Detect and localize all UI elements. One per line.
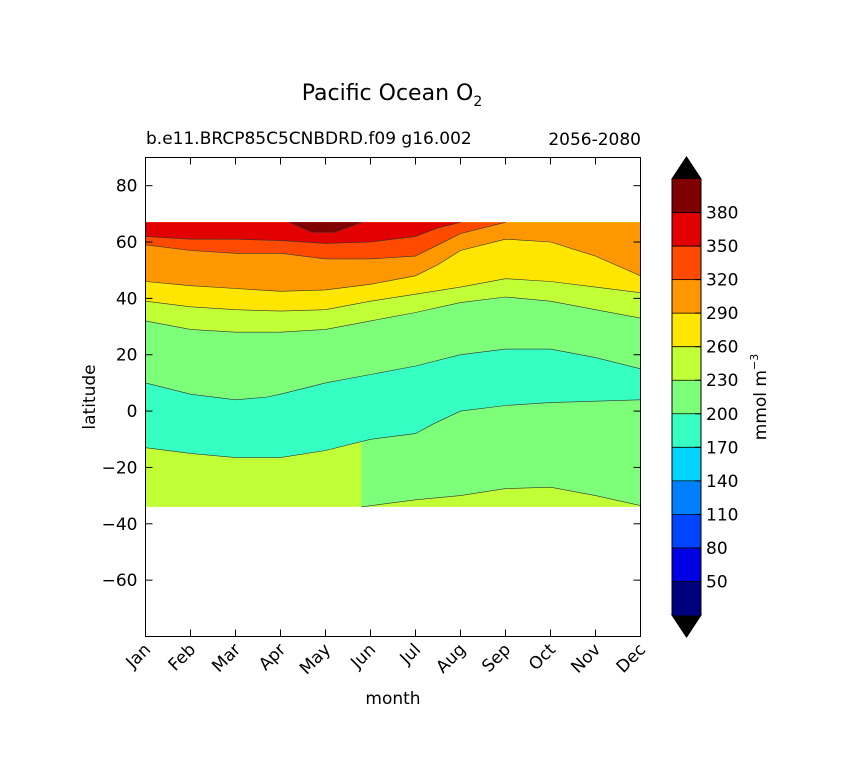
- colorbar-swatch: [672, 313, 701, 348]
- x-tick-label: Jul: [396, 640, 425, 669]
- contour-line-350-7: [145, 222, 461, 244]
- colorbar-swatch: [672, 547, 701, 582]
- x-axis-label: month: [365, 689, 420, 709]
- y-axis-label: latitude: [80, 364, 100, 429]
- colorbar-swatch: [672, 480, 701, 515]
- colorbar-tick-label: 260: [706, 338, 738, 358]
- contour-fills: [145, 222, 641, 507]
- y-tick-label: 20: [116, 346, 138, 366]
- y-axis-ticks: 80 60 40 20 0 −20 −40 −60: [102, 177, 641, 591]
- contour-lines: [145, 222, 641, 508]
- colorbar-swatch: [672, 346, 701, 381]
- colorbar-label: mmol m−3: [748, 354, 771, 440]
- y-tick-label: −40: [102, 515, 138, 535]
- x-tick-label: Apr: [255, 640, 290, 675]
- colorbar-tick-label: 50: [706, 572, 728, 592]
- y-tick-label: −20: [102, 458, 138, 478]
- contour-line-200-1: [145, 399, 641, 458]
- colorbar-swatch: [672, 279, 701, 314]
- y-tick-label: −60: [102, 571, 138, 591]
- x-tick-label: Jan: [122, 640, 155, 673]
- colorbar-tick-label: 290: [706, 304, 738, 324]
- plot-frame: [145, 157, 641, 637]
- contour-region-350-7: [145, 222, 461, 244]
- plot-area: 80 60 40 20 0 −20 −40 −60 Jan Feb Mar Apr May Jun Jul…: [102, 157, 650, 679]
- x-tick-label: Nov: [567, 640, 605, 678]
- contour-line-230-0: [361, 486, 641, 508]
- colorbar-tick-label: 350: [706, 237, 738, 257]
- x-tick-label: Sep: [478, 640, 515, 677]
- x-tick-label: Jun: [346, 640, 380, 674]
- colorbar: 50 80 110 140 170 200 230 260 290 320 350 380: [671, 156, 738, 638]
- contour-line-380-8: [289, 222, 362, 233]
- colorbar-extend-top: [671, 156, 702, 180]
- colorbar-swatch: [672, 246, 701, 281]
- colorbar-tick-label: 230: [706, 371, 738, 391]
- contour-line-290-5: [145, 238, 641, 292]
- x-tick-label: Oct: [525, 640, 560, 675]
- contour-line-230-3: [145, 296, 641, 333]
- colorbar-swatch: [672, 212, 701, 247]
- colorbar-swatch: [672, 514, 701, 549]
- contour-line-200-2: [145, 348, 641, 401]
- x-tick-label: Dec: [613, 640, 650, 677]
- x-tick-label: Mar: [208, 640, 245, 677]
- colorbar-tick-label: 110: [706, 505, 738, 525]
- colorbar-tick-label: 200: [706, 405, 738, 425]
- y-tick-label: 60: [116, 233, 138, 253]
- colorbar-outline: [671, 156, 702, 638]
- contour-region-380-8: [289, 222, 362, 233]
- y-tick-label: 80: [116, 177, 138, 197]
- colorbar-tick-label: 380: [706, 204, 738, 224]
- colorbar-swatch: [672, 413, 701, 448]
- contour-line-260-4: [145, 278, 641, 312]
- chart-subtitle-right: 2056-2080: [548, 130, 641, 150]
- x-tick-label: Aug: [432, 640, 470, 678]
- y-tick-label: 0: [127, 402, 138, 422]
- colorbar-swatch: [672, 179, 701, 214]
- colorbar-tick-label: 320: [706, 271, 738, 291]
- chart-title: Pacific Ocean O2: [302, 81, 483, 110]
- chart-subtitle-left: b.e11.BRCP85C5CNBDRD.f09 g16.002: [146, 129, 472, 149]
- colorbar-swatch: [672, 581, 701, 616]
- contour-line-320-6: [145, 222, 506, 260]
- colorbar-swatch: [672, 380, 701, 415]
- colorbar-tick-label: 80: [706, 539, 728, 559]
- y-tick-label: 40: [116, 289, 138, 309]
- x-tick-label: May: [296, 640, 335, 679]
- colorbar-extend-bottom: [671, 614, 702, 638]
- x-tick-label: Feb: [165, 640, 200, 675]
- colorbar-tick-label: 170: [706, 438, 738, 458]
- colorbar-tick-label: 140: [706, 472, 738, 492]
- colorbar-swatch: [672, 447, 701, 482]
